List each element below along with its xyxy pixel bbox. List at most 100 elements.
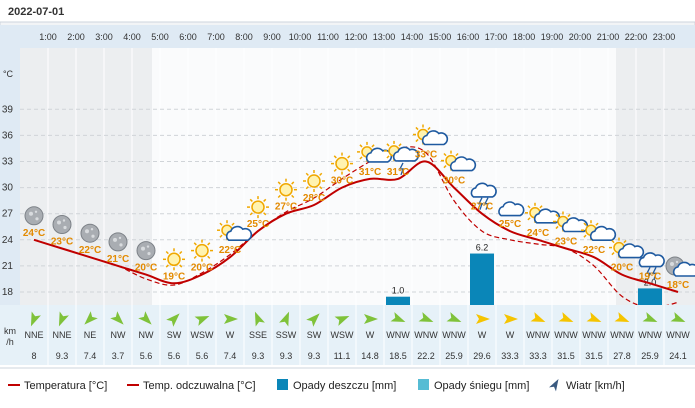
wind-speed: 27.8 <box>613 351 631 361</box>
temp-tick-label: 21 <box>2 261 14 272</box>
sun-disc <box>167 252 181 267</box>
moon-crater <box>675 260 679 264</box>
hour-label: 3:00 <box>95 32 113 42</box>
sun-ray <box>527 205 531 209</box>
rain-label: 6.2 <box>476 243 489 253</box>
sun-ray <box>333 155 337 159</box>
hour-label: 17:00 <box>485 32 508 42</box>
moon-icon <box>108 232 128 252</box>
hour-label: 1:00 <box>39 32 57 42</box>
wind-arrow-shape <box>476 314 490 324</box>
wind-speed: 5.6 <box>196 351 209 361</box>
legend-label: Temp. odczuwalna [°C] <box>143 380 256 392</box>
temp-value-label: 20°C <box>191 263 213 274</box>
sun-ray <box>583 222 587 226</box>
wind-arrow-icon <box>224 314 238 324</box>
temp-value-label: 30°C <box>443 176 465 187</box>
wind-arrow-icon <box>670 312 686 323</box>
moon-disc <box>108 232 128 252</box>
sun-ray <box>555 213 559 218</box>
wind-speed: 7.4 <box>224 351 237 361</box>
rain-bar <box>386 296 410 305</box>
hour-label: 11:00 <box>317 32 339 42</box>
sun-storm-icon <box>384 140 420 176</box>
sun-icon <box>191 239 213 262</box>
wind-arrow-icon <box>530 312 546 323</box>
storm-cloud-icon <box>470 182 497 210</box>
sun-cloud-icon <box>609 237 645 259</box>
wind-unit: /h <box>6 337 14 347</box>
sun-ray <box>623 239 627 244</box>
sun-disc <box>307 174 321 188</box>
temp-value-label: 28°C <box>303 193 325 204</box>
cloud-shape <box>225 225 253 241</box>
wind-arrow-icon <box>58 311 69 327</box>
wind-arrow-shape <box>306 313 320 327</box>
wind-arrow-shape <box>586 312 602 323</box>
moon-disc <box>136 241 156 261</box>
wind-band <box>0 305 695 365</box>
moon-crater <box>119 243 123 247</box>
wind-speed: 33.3 <box>529 351 547 361</box>
wind-speed: 14.8 <box>361 351 379 361</box>
sun-cloud-icon <box>217 220 253 241</box>
wind-arrow-shape <box>446 312 462 323</box>
wind-speed: 25.9 <box>445 351 463 361</box>
sun-ray <box>595 222 599 226</box>
sun-ray <box>165 264 169 268</box>
sun-ray <box>179 264 183 268</box>
sun-cloud-icon <box>553 211 589 233</box>
sun-ray <box>555 225 559 230</box>
wind-speed: 9.3 <box>308 351 321 361</box>
rain-bar <box>638 288 662 305</box>
wind-speed: 11.1 <box>334 351 351 361</box>
wind-arrow-shape <box>166 313 180 327</box>
moon-crater <box>35 217 39 221</box>
legend-swatch-box <box>277 379 288 390</box>
wind-arrow-icon <box>194 315 210 326</box>
wind-speed: 7.4 <box>84 351 97 361</box>
wind-arrow-shape <box>642 312 658 323</box>
sun-ray <box>611 239 615 244</box>
temp-value-label: 25°C <box>247 219 269 230</box>
temp-value-label: 25°C <box>499 219 521 230</box>
wind-arrow-icon <box>138 311 152 325</box>
legend-label: Opady deszczu [mm] <box>293 380 396 392</box>
wind-arrow-shape <box>334 315 350 326</box>
wind-direction: WSW <box>191 330 214 340</box>
sun-ray <box>455 152 459 157</box>
sun-disc <box>279 182 293 197</box>
wind-direction: WNW <box>414 330 438 340</box>
wind-speed: 29.6 <box>473 351 491 361</box>
temp-tick-label: 30 <box>2 183 14 194</box>
wind-direction: W <box>478 330 487 340</box>
wind-arrow-shape <box>558 312 574 323</box>
sun-ray <box>415 126 419 131</box>
moon-crater <box>85 229 89 234</box>
temp-value-label: 23°C <box>555 237 577 248</box>
hour-label: 14:00 <box>401 32 424 42</box>
sun-ray <box>611 252 615 256</box>
temp-value-label: 27°C <box>471 202 493 213</box>
sun-icon <box>163 248 185 271</box>
wind-arrow-icon <box>30 311 41 327</box>
wind-arrow-icon <box>364 314 378 324</box>
sun-ray <box>333 168 337 172</box>
moon-disc <box>24 206 44 226</box>
sun-ray <box>219 222 223 226</box>
moon-icon <box>52 215 72 234</box>
wind-direction: WNW <box>638 330 662 340</box>
date-label: 2022-07-01 <box>8 6 65 18</box>
wind-speed: 25.9 <box>641 351 659 361</box>
wind-speed: 5.6 <box>140 351 153 361</box>
cloud-shape <box>449 156 477 172</box>
temp-value-label: 20°C <box>611 263 633 274</box>
temp-value-label: 20°C <box>135 263 157 274</box>
temp-value-label: 19°C <box>639 271 661 282</box>
wind-arrow-shape <box>110 311 124 325</box>
temp-tick-label: 33 <box>2 157 14 168</box>
temp-tick-label: 18 <box>2 287 14 298</box>
moon-crater <box>34 210 38 213</box>
cloud-shape <box>365 147 393 163</box>
